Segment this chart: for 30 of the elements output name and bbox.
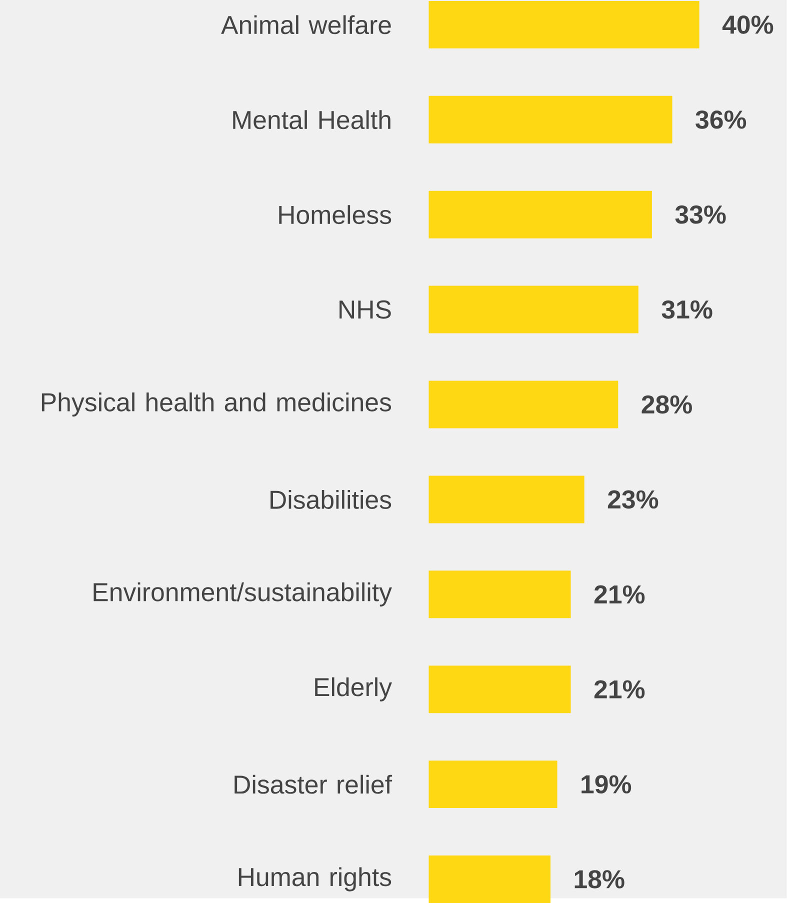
data-label: 36% — [696, 110, 746, 129]
y-tick-label: Homeless — [279, 205, 392, 224]
bar — [428, 570, 571, 618]
bar — [428, 856, 551, 903]
y-tick-label: Mental Health — [233, 110, 390, 130]
bar — [428, 476, 584, 524]
bar — [428, 760, 558, 808]
data-label: 21% — [594, 585, 645, 604]
data-label: 21% — [594, 680, 645, 698]
bar — [428, 0, 700, 48]
data-label: 31% — [662, 300, 712, 319]
data-label: 23% — [608, 490, 658, 509]
y-tick-label: Disaster relief — [234, 774, 392, 794]
y-tick-label: Elderly — [315, 677, 392, 702]
bar — [428, 666, 571, 714]
data-label: 19% — [582, 775, 632, 794]
bar — [428, 380, 618, 428]
y-tick-label: Environment/sustainability — [94, 582, 392, 606]
y-tick-label: Disabilities — [270, 490, 392, 509]
data-label: 28% — [642, 395, 692, 414]
y-tick-label: Physical health and medicines — [42, 392, 392, 417]
bar — [428, 190, 652, 238]
data-label: 18% — [574, 870, 624, 888]
y-tick-label: NHS — [340, 300, 391, 319]
y-tick-label: Human rights — [239, 867, 392, 892]
data-label: 33% — [675, 205, 726, 224]
data-label: 40% — [722, 16, 774, 34]
y-tick-label: Animal welfare — [221, 15, 391, 34]
bar — [428, 96, 672, 144]
bar — [428, 286, 638, 334]
